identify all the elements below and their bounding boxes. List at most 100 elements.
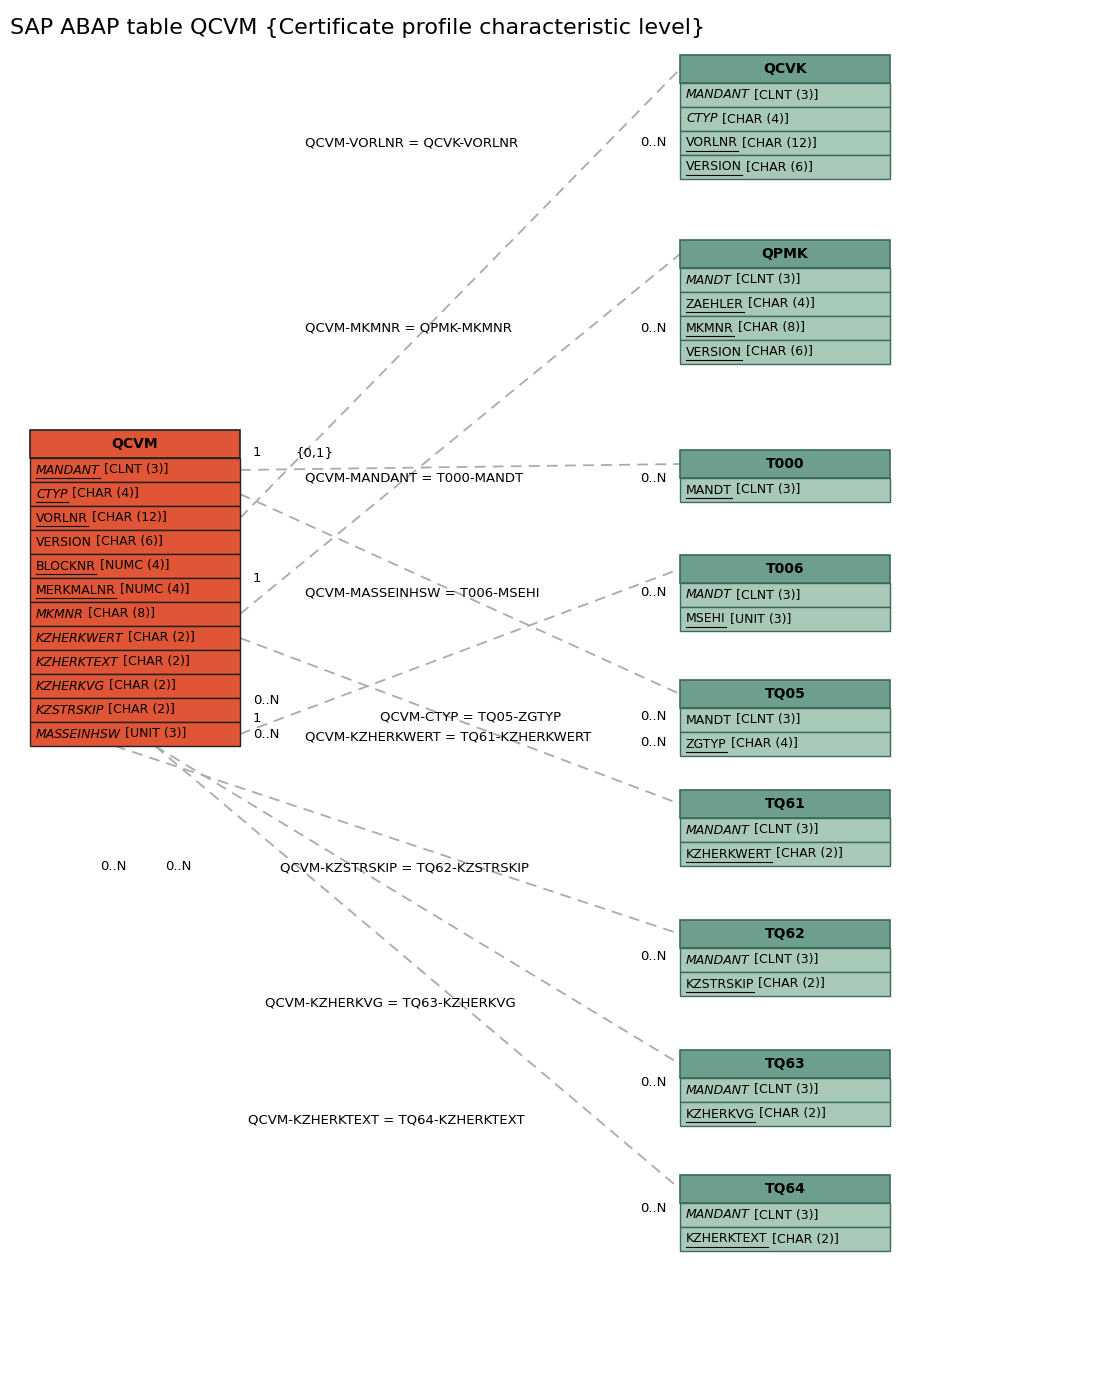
Bar [30, 458, 240, 482]
Bar [680, 340, 890, 365]
Bar [680, 1102, 890, 1126]
Bar [680, 709, 890, 732]
Text: MANDANT: MANDANT [686, 1208, 750, 1222]
Text: [CLNT (3)]: [CLNT (3)] [750, 88, 818, 102]
Text: [CLNT (3)]: [CLNT (3)] [750, 1083, 818, 1097]
Text: [CHAR (8)]: [CHAR (8)] [734, 322, 804, 334]
Text: VERSION: VERSION [686, 345, 742, 359]
Text: [CHAR (4)]: [CHAR (4)] [718, 113, 788, 125]
Text: KZHERKWERT: KZHERKWERT [36, 632, 123, 644]
Text: SAP ABAP table QCVM {Certificate profile characteristic level}: SAP ABAP table QCVM {Certificate profile… [10, 18, 706, 39]
Text: VERSION: VERSION [686, 161, 742, 173]
Bar [680, 316, 890, 340]
Text: [CHAR (4)]: [CHAR (4)] [67, 487, 138, 501]
Bar [680, 732, 890, 755]
Text: CTYP: CTYP [36, 487, 67, 501]
Bar [680, 239, 890, 268]
Text: [CHAR (2)]: [CHAR (2)] [123, 632, 195, 644]
Text: 0..N: 0..N [100, 860, 126, 872]
Text: 0..N: 0..N [165, 860, 191, 872]
Text: VERSION: VERSION [36, 535, 92, 549]
Text: KZSTRSKIP: KZSTRSKIP [686, 977, 754, 991]
Bar [680, 477, 890, 502]
Bar [30, 506, 240, 530]
Text: [CLNT (3)]: [CLNT (3)] [732, 589, 800, 601]
Text: [CHAR (12)]: [CHAR (12)] [88, 512, 167, 524]
Text: MKMNR: MKMNR [36, 607, 84, 621]
Text: QCVM-KZSTRSKIP = TQ62-KZSTRSKIP: QCVM-KZSTRSKIP = TQ62-KZSTRSKIP [280, 861, 529, 875]
Text: TQ63: TQ63 [765, 1057, 806, 1071]
Text: MANDANT: MANDANT [686, 88, 750, 102]
Text: [UNIT (3)]: [UNIT (3)] [121, 728, 187, 740]
Text: [CHAR (12)]: [CHAR (12)] [739, 136, 817, 150]
Text: KZHERKTEXT: KZHERKTEXT [36, 655, 119, 669]
Bar [30, 722, 240, 746]
Text: [CHAR (2)]: [CHAR (2)] [754, 977, 825, 991]
Text: MANDANT: MANDANT [686, 1083, 750, 1097]
Text: QCVM-KZHERKWERT = TQ61-KZHERKWERT: QCVM-KZHERKWERT = TQ61-KZHERKWERT [306, 731, 591, 743]
Text: [CLNT (3)]: [CLNT (3)] [100, 464, 168, 476]
Text: [CHAR (2)]: [CHAR (2)] [104, 703, 175, 717]
Text: TQ62: TQ62 [765, 927, 806, 941]
Text: QCVM-MKMNR = QPMK-MKMNR: QCVM-MKMNR = QPMK-MKMNR [306, 322, 512, 334]
Text: QCVM-VORLNR = QCVK-VORLNR: QCVM-VORLNR = QCVK-VORLNR [306, 136, 518, 150]
Text: [CHAR (4)]: [CHAR (4)] [726, 738, 798, 750]
Text: [CLNT (3)]: [CLNT (3)] [750, 954, 818, 966]
Text: {0,1}: {0,1} [295, 446, 333, 460]
Text: 0..N: 0..N [640, 736, 666, 749]
Text: QCVK: QCVK [763, 62, 807, 76]
Text: [CHAR (4)]: [CHAR (4)] [744, 297, 814, 311]
Bar [680, 55, 890, 83]
Bar [680, 107, 890, 131]
Text: 0..N: 0..N [640, 472, 666, 484]
Text: [CLNT (3)]: [CLNT (3)] [732, 274, 800, 286]
Bar [680, 555, 890, 583]
Text: [CLNT (3)]: [CLNT (3)] [732, 714, 800, 727]
Text: CTYP: CTYP [686, 113, 718, 125]
Bar [680, 583, 890, 607]
Text: 1: 1 [253, 711, 262, 725]
Text: [CLNT (3)]: [CLNT (3)] [750, 1208, 818, 1222]
Bar [30, 603, 240, 626]
Text: QPMK: QPMK [762, 248, 808, 261]
Text: MANDT: MANDT [686, 274, 732, 286]
Bar [680, 83, 890, 107]
Text: MSEHI: MSEHI [686, 612, 725, 626]
Text: [CHAR (2)]: [CHAR (2)] [106, 680, 176, 692]
Text: ZAEHLER: ZAEHLER [686, 297, 744, 311]
Bar [680, 607, 890, 632]
Text: 0..N: 0..N [640, 951, 666, 963]
Bar [680, 292, 890, 316]
Text: QCVM-CTYP = TQ05-ZGTYP: QCVM-CTYP = TQ05-ZGTYP [380, 710, 562, 724]
Text: KZHERKTEXT: KZHERKTEXT [686, 1233, 767, 1245]
Bar [30, 429, 240, 458]
Bar [680, 971, 890, 996]
Text: BLOCKNR: BLOCKNR [36, 560, 96, 572]
Text: 0..N: 0..N [640, 586, 666, 600]
Text: QCVM-KZHERKVG = TQ63-KZHERKVG: QCVM-KZHERKVG = TQ63-KZHERKVG [265, 996, 515, 1010]
Text: [UNIT (3)]: [UNIT (3)] [725, 612, 791, 626]
Bar [680, 450, 890, 477]
Text: [CHAR (6)]: [CHAR (6)] [92, 535, 163, 549]
Text: 0..N: 0..N [640, 322, 666, 334]
Bar [680, 921, 890, 948]
Text: QCVM-KZHERKTEXT = TQ64-KZHERKTEXT: QCVM-KZHERKTEXT = TQ64-KZHERKTEXT [248, 1113, 524, 1127]
Bar [680, 131, 890, 155]
Bar [680, 1175, 890, 1203]
Text: MANDANT: MANDANT [36, 464, 100, 476]
Text: [CHAR (6)]: [CHAR (6)] [742, 161, 813, 173]
Text: MASSEINHSW: MASSEINHSW [36, 728, 121, 740]
Text: [CHAR (8)]: [CHAR (8)] [84, 607, 155, 621]
Text: KZHERKWERT: KZHERKWERT [686, 848, 773, 860]
Bar [680, 842, 890, 866]
Text: QCVM-MASSEINHSW = T006-MSEHI: QCVM-MASSEINHSW = T006-MSEHI [306, 586, 540, 600]
Text: [CHAR (2)]: [CHAR (2)] [755, 1108, 825, 1120]
Text: [CLNT (3)]: [CLNT (3)] [750, 823, 818, 837]
Text: [CHAR (2)]: [CHAR (2)] [773, 848, 843, 860]
Bar [30, 482, 240, 506]
Text: [NUMC (4)]: [NUMC (4)] [115, 583, 189, 597]
Text: VORLNR: VORLNR [36, 512, 88, 524]
Bar [30, 530, 240, 555]
Bar [30, 555, 240, 578]
Text: ZGTYP: ZGTYP [686, 738, 726, 750]
